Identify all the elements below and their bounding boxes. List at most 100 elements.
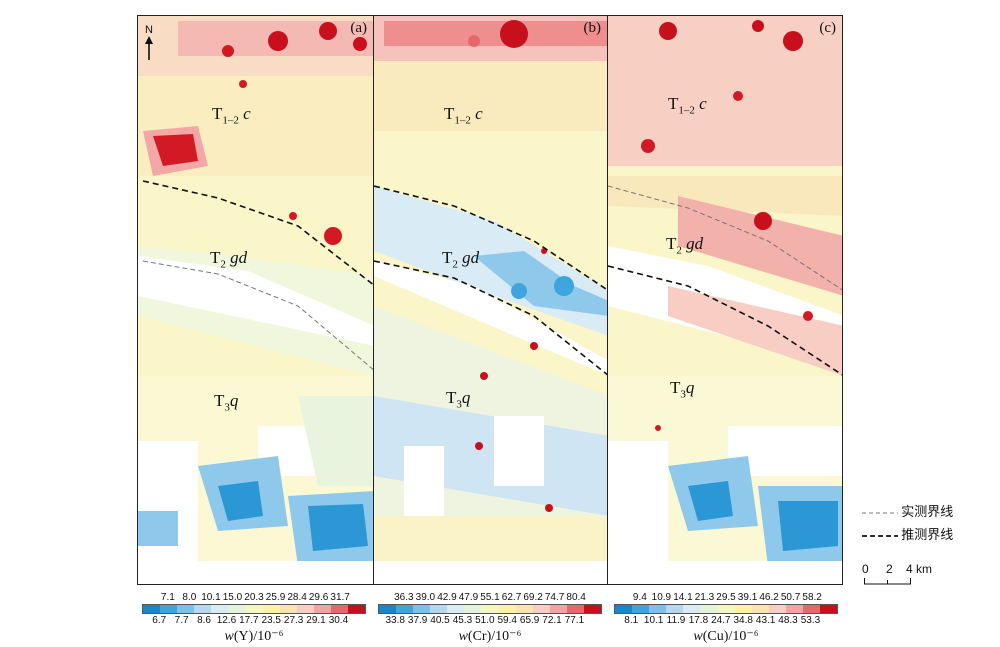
legend-tick-bottom: 43.1 xyxy=(755,615,776,626)
legend-tick-top: 36.3 xyxy=(394,592,414,603)
legend-swatch xyxy=(734,605,752,613)
map-surface-a xyxy=(138,16,373,584)
legend-tick-bottom: 23.5 xyxy=(261,615,281,626)
legend-tick-bottom: 65.9 xyxy=(519,615,540,626)
legend-tick-top: 9.4 xyxy=(632,592,647,603)
legend-tick-top: 20.3 xyxy=(244,592,264,603)
legend-tick-bottom: 12.6 xyxy=(216,615,237,626)
legend-tick-top: 47.9 xyxy=(458,592,479,603)
boundary-legend-measured: 实测界线 xyxy=(862,501,953,520)
stratum-label-gd-b: T2 gd xyxy=(442,248,480,271)
legend-swatch xyxy=(430,605,448,613)
legend-swatch xyxy=(717,605,735,613)
legend-tick-bottom: 27.3 xyxy=(283,615,304,626)
legend-swatch xyxy=(296,605,314,613)
legend-swatch xyxy=(160,605,178,613)
legend-tick-top: 62.7 xyxy=(501,592,522,603)
legend-tick-top: 42.9 xyxy=(437,592,457,603)
legend-tick-top: 21.3 xyxy=(694,592,715,603)
legend-tick-bottom: 53.3 xyxy=(800,615,821,626)
legend-tick-bottom: 48.3 xyxy=(778,615,798,626)
panel-letter-a: (a) xyxy=(350,20,367,36)
legend-swatch xyxy=(413,605,431,613)
legend-swatch xyxy=(751,605,769,613)
legend-tick-top: 15.0 xyxy=(222,592,243,603)
scale-bar-icon xyxy=(864,578,911,585)
legend-swatch xyxy=(313,605,331,613)
map-surface-c xyxy=(608,16,842,584)
legend-tick-top: 14.1 xyxy=(673,592,693,603)
legend-tick-bottom: 34.8 xyxy=(733,615,753,626)
legend-swatch xyxy=(177,605,195,613)
legend-swatch xyxy=(549,605,567,613)
legend-swatch xyxy=(819,605,838,613)
legend-tick-top: 46.2 xyxy=(759,592,779,603)
legend-tick-bottom: 6.7 xyxy=(152,615,167,626)
legend-swatch xyxy=(666,605,684,613)
legend-tick-bottom: 17.7 xyxy=(239,615,259,626)
stratum-label-c-c: T1–2 c xyxy=(668,94,707,117)
legend-swatch xyxy=(785,605,803,613)
legend-tick-top: 55.1 xyxy=(480,592,500,603)
legend-swatch xyxy=(649,605,667,613)
legend-swatch xyxy=(245,605,263,613)
measured-line-icon xyxy=(862,512,898,514)
legend-tick-bottom: 29.1 xyxy=(306,615,326,626)
legend-tick-bottom: 10.1 xyxy=(643,615,664,626)
legend-swatch xyxy=(632,605,650,613)
legend-tick-top: 80.4 xyxy=(566,592,586,603)
north-label: N xyxy=(145,24,153,36)
legend-tick-bottom: 72.1 xyxy=(542,615,562,626)
panel-letter-b: (b) xyxy=(583,20,602,36)
legend-swatch xyxy=(279,605,297,613)
legend-tick-bottom: 45.3 xyxy=(452,615,473,626)
map-panel-a: (a) T1–2 c T2 gd T3q xyxy=(137,15,374,585)
north-arrow: N xyxy=(144,24,154,63)
legend-tick-top: 39.0 xyxy=(415,592,436,603)
legend-label-cu: w(Cu)/10⁻⁶ xyxy=(693,629,759,644)
legend-swatch xyxy=(532,605,550,613)
legend-tick-top: 29.6 xyxy=(308,592,329,603)
stratum-label-q-b: T3q xyxy=(446,388,471,411)
legend-tick-top: 29.5 xyxy=(716,592,736,603)
legend-swatch xyxy=(583,605,602,613)
legend-swatch xyxy=(194,605,212,613)
boundary-legend-inferred: 推测界线 xyxy=(862,524,953,543)
stratum-label-gd-c: T2 gd xyxy=(666,234,704,257)
legend-swatch xyxy=(447,605,465,613)
legend-tick-bottom: 77.1 xyxy=(564,615,585,626)
scale-label-0: 0 xyxy=(862,562,869,576)
legend-tick-top: 58.2 xyxy=(802,592,822,603)
legend-tick-top: 39.1 xyxy=(737,592,758,603)
legend-swatch xyxy=(566,605,584,613)
legend-swatch xyxy=(802,605,820,613)
legend-tick-bottom: 7.7 xyxy=(174,615,189,626)
legend-tick-bottom: 30.4 xyxy=(328,615,349,626)
legend-tick-bottom: 33.8 xyxy=(385,615,405,626)
legend-swatch xyxy=(615,605,633,613)
legend-swatch xyxy=(396,605,414,613)
legend-swatch xyxy=(330,605,348,613)
legend-swatch xyxy=(262,605,280,613)
stratum-label-gd-a: T2 gd xyxy=(210,248,248,271)
legend-swatch xyxy=(515,605,533,613)
legend-tick-top: 50.7 xyxy=(780,592,801,603)
measured-boundary-label: 实测界线 xyxy=(901,504,954,519)
legend-tick-bottom: 51.0 xyxy=(475,615,495,626)
legend-swatch xyxy=(768,605,786,613)
north-arrow-icon xyxy=(145,36,153,60)
legend-tick-bottom: 17.8 xyxy=(688,615,709,626)
map-panel-b: (b) T1–2 c T2 gd T3q xyxy=(373,15,608,585)
map-surface-b xyxy=(374,16,607,584)
scale-unit: km xyxy=(916,562,932,576)
legend-swatch xyxy=(683,605,701,613)
stratum-label-c-a: T1–2 c xyxy=(212,104,251,127)
stratum-label-c-b: T1–2 c xyxy=(444,104,483,127)
legend-swatch xyxy=(143,605,161,613)
legend-swatch xyxy=(498,605,516,613)
scale-label-2: 2 xyxy=(886,562,893,576)
legend-tick-top: 25.9 xyxy=(265,592,286,603)
legend-tick-bottom: 24.7 xyxy=(711,615,731,626)
legend-swatch xyxy=(228,605,246,613)
legend-tick-top: 10.1 xyxy=(201,592,221,603)
